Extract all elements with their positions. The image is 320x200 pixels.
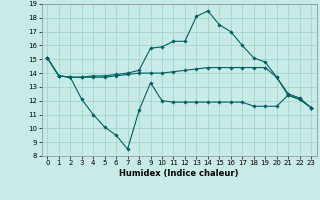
X-axis label: Humidex (Indice chaleur): Humidex (Indice chaleur) — [119, 169, 239, 178]
